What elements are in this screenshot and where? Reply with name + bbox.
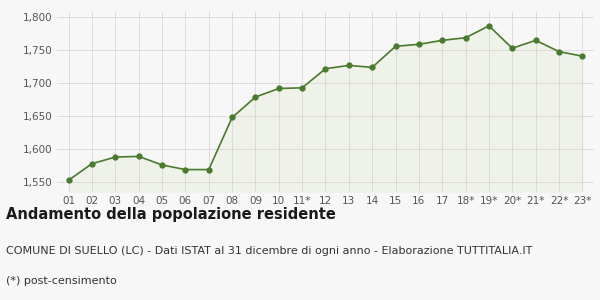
Text: COMUNE DI SUELLO (LC) - Dati ISTAT al 31 dicembre di ogni anno - Elaborazione TU: COMUNE DI SUELLO (LC) - Dati ISTAT al 31… [6, 246, 532, 256]
Text: (*) post-censimento: (*) post-censimento [6, 276, 117, 286]
Text: Andamento della popolazione residente: Andamento della popolazione residente [6, 207, 336, 222]
